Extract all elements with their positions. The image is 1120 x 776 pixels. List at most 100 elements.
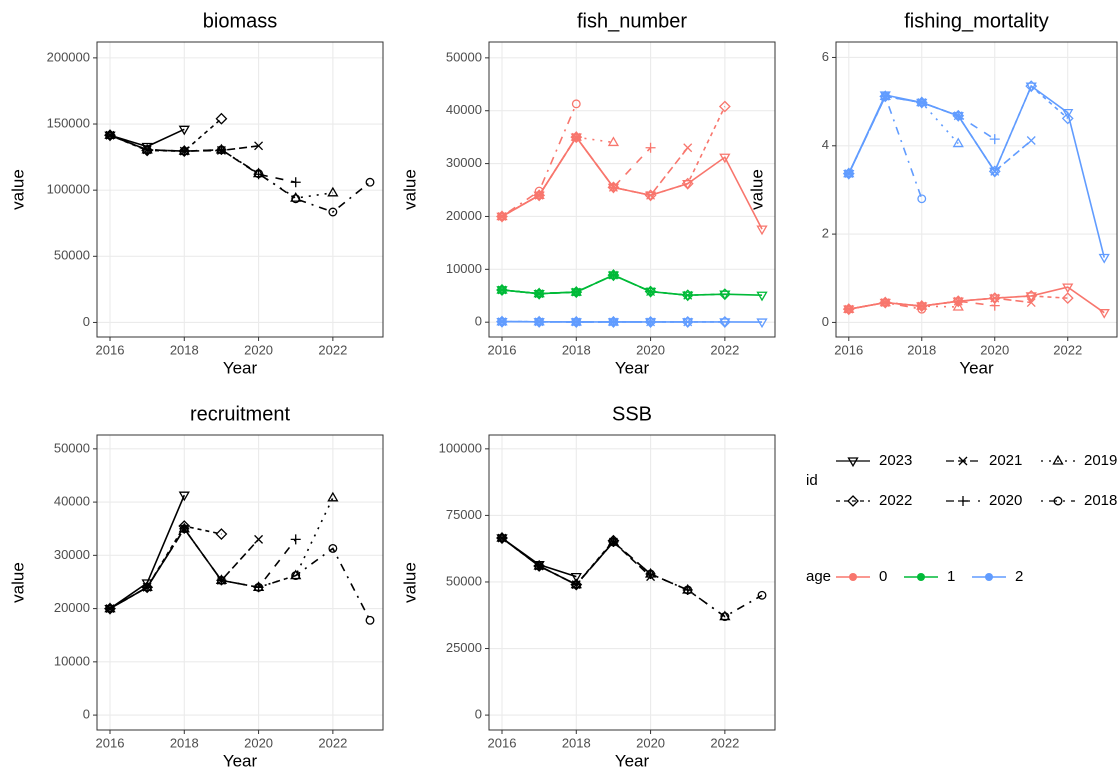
y-tick-label: 50000 xyxy=(446,573,482,588)
data-point xyxy=(496,210,508,221)
data-point xyxy=(1062,109,1074,119)
data-point xyxy=(254,169,264,179)
x-tick-label: 2018 xyxy=(170,342,199,357)
data-point xyxy=(989,294,1001,305)
data-point xyxy=(327,186,339,197)
legend-label: 2020 xyxy=(989,492,1022,509)
data-point xyxy=(646,190,656,200)
data-point xyxy=(570,131,582,141)
data-point xyxy=(719,610,731,621)
series-line xyxy=(501,274,651,295)
data-point xyxy=(683,585,693,595)
data-point xyxy=(215,143,228,154)
data-point xyxy=(756,291,768,302)
legend-key-point xyxy=(849,573,857,581)
x-tick-label: 2022 xyxy=(710,735,739,750)
data-point xyxy=(291,571,301,581)
data-point xyxy=(607,535,620,546)
data-point xyxy=(644,316,657,328)
data-point xyxy=(644,191,657,202)
data-point xyxy=(916,299,928,310)
data-point xyxy=(105,130,115,140)
x-axis-label: Year xyxy=(615,751,650,770)
legend-label: 2 xyxy=(1015,568,1023,585)
data-point xyxy=(254,534,264,544)
x-tick-label: 2016 xyxy=(488,342,517,357)
data-point xyxy=(496,283,508,294)
y-tick-label: 4 xyxy=(822,137,829,152)
data-point xyxy=(843,167,855,178)
data-point xyxy=(719,290,731,301)
data-point xyxy=(142,582,152,592)
data-point xyxy=(719,318,731,329)
data-point xyxy=(178,125,190,136)
y-tick-label: 10000 xyxy=(54,653,90,668)
data-point xyxy=(570,315,582,326)
data-point xyxy=(365,177,375,187)
data-point xyxy=(843,303,855,313)
y-tick-label: 75000 xyxy=(446,507,482,522)
data-point xyxy=(365,615,375,625)
y-tick-label: 40000 xyxy=(446,102,482,117)
y-tick-label: 0 xyxy=(83,707,90,722)
y-axis-label: value xyxy=(8,169,27,210)
data-point xyxy=(104,602,116,613)
panel-border xyxy=(488,41,776,338)
data-point xyxy=(216,145,226,155)
x-tick-label: 2016 xyxy=(96,342,125,357)
data-point xyxy=(719,153,731,164)
legend-label: 2022 xyxy=(879,492,912,509)
x-axis-label: Year xyxy=(615,358,650,377)
data-point xyxy=(290,177,301,188)
y-tick-label: 150000 xyxy=(47,115,90,130)
y-axis-label: value xyxy=(400,562,419,603)
legend-key-shape xyxy=(847,457,859,468)
data-point xyxy=(571,317,581,327)
legend-key-shape xyxy=(958,496,968,506)
legend-label: 0 xyxy=(879,568,887,585)
panel-background xyxy=(97,42,383,337)
data-point xyxy=(533,559,545,570)
y-tick-label: 50000 xyxy=(446,49,482,64)
legend-label: 2018 xyxy=(1084,492,1117,509)
data-point xyxy=(607,316,620,328)
data-point xyxy=(534,317,544,327)
y-tick-label: 0 xyxy=(83,314,90,329)
data-point xyxy=(496,315,508,326)
data-point xyxy=(646,569,656,579)
y-tick-label: 50000 xyxy=(54,440,90,455)
data-point xyxy=(683,143,693,153)
y-tick-label: 40000 xyxy=(54,494,90,509)
data-point xyxy=(607,269,620,279)
data-point xyxy=(215,528,228,540)
x-tick-label: 2022 xyxy=(1053,342,1082,357)
data-point xyxy=(1062,283,1074,294)
data-point xyxy=(683,317,693,327)
panel-title: recruitment xyxy=(190,403,290,425)
x-tick-label: 2016 xyxy=(488,735,517,750)
data-point xyxy=(607,136,620,147)
data-point xyxy=(534,561,544,571)
legend-label: 2023 xyxy=(879,452,912,469)
x-tick-label: 2020 xyxy=(244,735,273,750)
legend-title: id xyxy=(806,472,818,489)
data-point xyxy=(497,285,507,295)
data-point xyxy=(252,167,265,178)
legend-key-shape xyxy=(1052,454,1064,465)
x-tick-label: 2018 xyxy=(562,735,591,750)
data-point xyxy=(105,604,115,614)
y-tick-label: 6 xyxy=(822,49,829,64)
data-point xyxy=(178,522,190,533)
data-point xyxy=(179,524,189,534)
data-point xyxy=(571,99,581,109)
data-point xyxy=(644,189,657,202)
data-point xyxy=(988,165,1001,178)
panel-title: fish_number xyxy=(577,10,687,32)
data-point xyxy=(682,180,694,190)
data-point xyxy=(989,167,1001,178)
data-point xyxy=(1026,298,1036,308)
x-tick-label: 2016 xyxy=(96,735,125,750)
legend-key-point xyxy=(985,573,993,581)
series-line xyxy=(109,527,371,621)
data-point xyxy=(608,182,619,193)
